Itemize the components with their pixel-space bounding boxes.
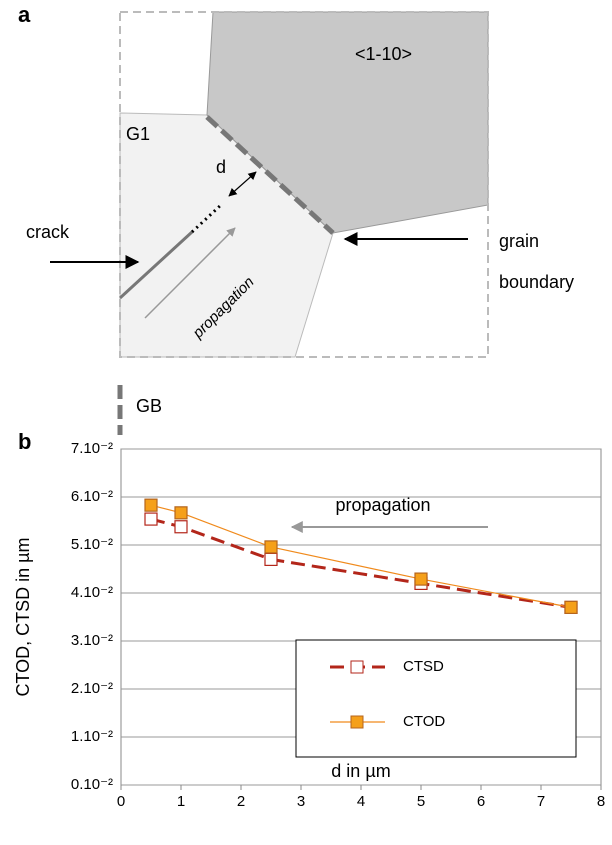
- data-point: [264, 540, 278, 554]
- annotation: propagation: [335, 495, 430, 515]
- x-tick-label: 3: [297, 793, 305, 810]
- propagation-arrow: [144, 227, 236, 319]
- x-tick-label: 7: [537, 793, 545, 810]
- x-tick-label: 5: [417, 793, 425, 810]
- grain-boundary: [205, 115, 335, 235]
- y-tick-label: 6.10⁻²: [71, 488, 113, 505]
- data-point: [174, 520, 188, 534]
- legend-box: [295, 639, 577, 758]
- gb-label: GB: [136, 396, 162, 416]
- d-label: d: [216, 157, 226, 177]
- y-tick-label: 5.10⁻²: [71, 536, 113, 553]
- legend-label: CTOD: [403, 713, 445, 730]
- data-point: [144, 512, 158, 526]
- y-tick-label: 1.10⁻²: [71, 728, 113, 745]
- crack: [118, 230, 194, 300]
- x-tick-label: 0: [117, 793, 125, 810]
- x-axis-label: d in µm: [331, 761, 390, 781]
- legend-label: CTSD: [403, 658, 444, 675]
- legend-marker: [350, 660, 364, 674]
- data-point: [144, 498, 158, 512]
- y-tick-label: 4.10⁻²: [71, 584, 113, 601]
- series-line: [150, 504, 572, 608]
- y-tick-label: 2.10⁻²: [71, 680, 113, 697]
- grain-label: G1: [126, 124, 150, 144]
- grain-text: grain: [499, 231, 539, 251]
- y-tick-label: 0.10⁻²: [71, 776, 113, 793]
- panel-label: b: [18, 429, 31, 454]
- data-point: [564, 600, 578, 615]
- x-tick-label: 2: [237, 793, 245, 810]
- x-tick-label: 8: [597, 793, 605, 810]
- legend-marker: [350, 715, 364, 729]
- grain-dark: [206, 11, 489, 234]
- boundary-text: boundary: [499, 272, 574, 292]
- series-line: [150, 517, 572, 609]
- data-point: [264, 552, 278, 567]
- orientation-label: <1-10>: [355, 44, 412, 64]
- data-point: [414, 572, 428, 586]
- x-tick-label: 4: [357, 793, 365, 810]
- x-tick-label: 6: [477, 793, 485, 810]
- y-axis-label: CTOD, CTSD in µm: [13, 537, 33, 696]
- diagram-frame: [119, 11, 489, 358]
- y-tick-label: 7.10⁻²: [71, 440, 113, 457]
- crack-extension: [190, 202, 224, 234]
- y-tick-label: 3.10⁻²: [71, 632, 113, 649]
- d-arrow: [228, 171, 257, 197]
- crack-label: crack: [26, 222, 70, 242]
- panel-label: a: [18, 2, 31, 27]
- data-point: [174, 506, 188, 520]
- x-tick-label: 1: [177, 793, 185, 810]
- diagram: a <1-10> G1 d crack grain boundary propa…: [18, 2, 574, 435]
